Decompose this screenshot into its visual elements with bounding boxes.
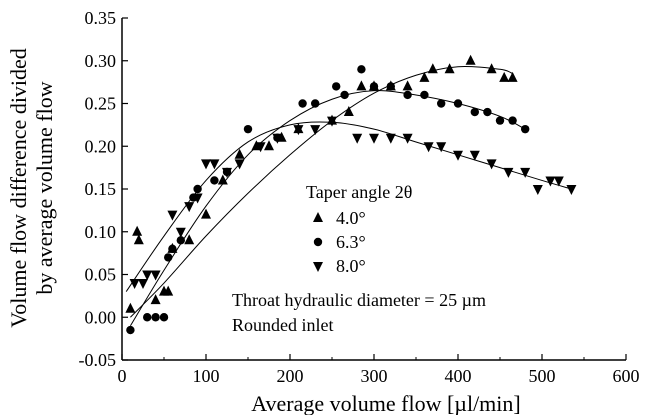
data-point: [521, 125, 529, 133]
y-axis-title: Volume flow difference divided by averag…: [6, 48, 57, 328]
data-point: [125, 303, 135, 313]
x-tick-label: 100: [193, 366, 220, 386]
data-point: [310, 125, 320, 135]
y-tick-label: 0.35: [85, 8, 117, 28]
y-tick-label: 0.05: [85, 265, 117, 285]
data-point: [134, 234, 144, 244]
y-tick-label: 0.25: [85, 94, 117, 114]
data-point: [138, 279, 148, 289]
data-point: [437, 99, 445, 107]
data-point: [143, 313, 151, 321]
legend-label: 4.0°: [336, 208, 366, 228]
data-point: [403, 91, 411, 99]
data-point: [160, 313, 168, 321]
data-point: [496, 116, 504, 124]
data-point: [126, 326, 134, 334]
data-point: [533, 185, 543, 195]
data-point: [132, 226, 142, 236]
data-point: [168, 245, 176, 253]
data-point: [332, 82, 340, 90]
data-point: [508, 72, 518, 82]
data-point: [387, 82, 395, 90]
legend-label: 8.0°: [336, 256, 366, 276]
data-point: [184, 202, 194, 212]
data-point: [370, 82, 378, 90]
data-point: [293, 125, 303, 135]
legend-title: Taper angle 2θ: [306, 182, 412, 202]
data-point: [357, 65, 365, 73]
legend: 4.0° 6.3° 8.0°: [313, 208, 366, 276]
data-point: [311, 99, 319, 107]
legend-marker: [314, 238, 322, 246]
data-point: [454, 99, 462, 107]
x-tick-label: 400: [445, 366, 472, 386]
y-axis-title-line2: by average volume flow: [32, 81, 57, 294]
data-point: [340, 91, 348, 99]
data-point: [176, 228, 186, 238]
y-tick-label: 0.00: [85, 307, 117, 327]
data-point: [201, 159, 211, 169]
x-tick-label: 0: [118, 366, 127, 386]
legend-label: 6.3°: [336, 232, 366, 252]
x-tick-label: 600: [613, 366, 640, 386]
data-point: [164, 253, 172, 261]
y-tick-label: 0.30: [85, 51, 117, 71]
data-point: [483, 108, 491, 116]
data-point: [508, 116, 516, 124]
x-tick-label: 300: [361, 366, 388, 386]
data-point: [503, 168, 513, 178]
data-point: [151, 313, 159, 321]
data-point: [142, 271, 152, 281]
data-point: [403, 80, 413, 90]
data-point: [466, 55, 476, 65]
data-point: [420, 91, 428, 99]
data-point: [428, 63, 438, 73]
x-tick-label: 500: [529, 366, 556, 386]
data-point: [554, 176, 564, 186]
annotation-throat: Throat hydraulic diameter = 25 µm: [232, 290, 486, 310]
data-point: [499, 72, 509, 82]
data-point: [369, 134, 379, 144]
data-point: [356, 80, 366, 90]
annotation-inlet: Rounded inlet: [232, 315, 334, 335]
legend-marker: [313, 212, 323, 222]
y-tick-label: 0.20: [85, 136, 117, 156]
data-point: [566, 185, 576, 195]
data-point: [471, 108, 479, 116]
data-point: [352, 134, 362, 144]
data-point: [210, 176, 218, 184]
x-axis-title: Average volume flow [µl/min]: [251, 391, 520, 415]
y-tick-label: -0.05: [79, 350, 117, 370]
y-tick-label: 0.10: [85, 222, 117, 242]
data-point: [244, 125, 252, 133]
x-tick-label: 200: [277, 366, 304, 386]
data-point: [264, 140, 274, 150]
data-point: [298, 99, 306, 107]
y-tick-label: 0.15: [85, 179, 117, 199]
data-point: [193, 185, 201, 193]
legend-marker: [313, 262, 323, 272]
data-point: [386, 134, 396, 144]
y-axis-title-line1: Volume flow difference divided: [6, 48, 31, 328]
data-point: [403, 134, 413, 144]
